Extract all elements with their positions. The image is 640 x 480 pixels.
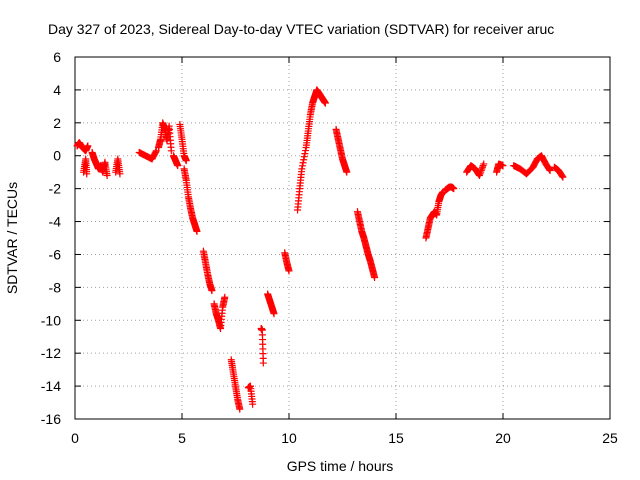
data-point (343, 168, 351, 176)
data-point (298, 165, 306, 173)
y-tick-label: -12 (41, 345, 61, 361)
y-tick-label: -16 (41, 411, 61, 427)
data-point (300, 153, 308, 161)
y-tick-label: -8 (49, 279, 62, 295)
data-point (479, 162, 487, 170)
data-point (298, 162, 306, 170)
y-tick-label: 0 (53, 148, 61, 164)
x-tick-label: 10 (281, 430, 297, 446)
data-point (167, 147, 175, 155)
data-point (236, 405, 244, 413)
data-point (83, 170, 91, 178)
marker-layer (73, 86, 567, 413)
data-point (450, 185, 458, 193)
data-point (300, 156, 308, 164)
data-point (103, 171, 111, 179)
chart-title: Day 327 of 2023, Sidereal Day-to-day VTE… (48, 21, 554, 37)
y-tick-label: -14 (41, 378, 61, 394)
data-point (478, 165, 486, 173)
x-tick-label: 20 (495, 430, 511, 446)
data-point (182, 157, 190, 165)
data-point (371, 273, 379, 281)
data-point (301, 150, 309, 158)
data-point (116, 170, 124, 178)
grid-layer (75, 57, 610, 419)
data-point (546, 167, 554, 175)
data-point (558, 172, 566, 180)
y-tick-label: -6 (49, 246, 62, 262)
x-axis-label: GPS time / hours (287, 458, 394, 474)
x-tick-label: 5 (178, 430, 186, 446)
data-point (545, 166, 553, 174)
data-point (221, 293, 229, 301)
y-tick-label: -2 (49, 181, 62, 197)
y-tick-label: 4 (53, 82, 61, 98)
data-point (321, 99, 329, 107)
data-point (479, 163, 487, 171)
y-axis-label: SDTVAR / TECUs (4, 182, 20, 294)
y-tick-label: 2 (53, 115, 61, 131)
data-point (477, 168, 485, 176)
data-point (559, 173, 567, 181)
data-point (193, 227, 201, 235)
data-point (249, 400, 257, 408)
data-point (285, 267, 293, 275)
data-point (299, 159, 307, 167)
data-point (499, 162, 507, 170)
x-tick-label: 15 (388, 430, 404, 446)
data-point (174, 162, 182, 170)
data-point (152, 148, 160, 156)
data-point (270, 310, 278, 318)
data-point (208, 287, 216, 295)
y-tick-label: -10 (41, 312, 61, 328)
y-tick-label: 6 (53, 49, 61, 65)
data-point (84, 142, 92, 150)
data-point (302, 147, 310, 155)
data-point (259, 359, 267, 367)
y-tick-label: -4 (49, 214, 62, 230)
tick-layer: 0 5 10 15 20 25 -16 -14 -12 -10 -8 -6 -4 -2 0 2 4 6 (41, 49, 618, 446)
data-point (475, 171, 483, 179)
x-tick-label: 25 (602, 430, 618, 446)
data-point (476, 170, 484, 178)
x-tick-label: 0 (71, 430, 79, 446)
data-point (477, 167, 485, 175)
plot-frame (74, 56, 611, 420)
data-point (480, 160, 488, 168)
